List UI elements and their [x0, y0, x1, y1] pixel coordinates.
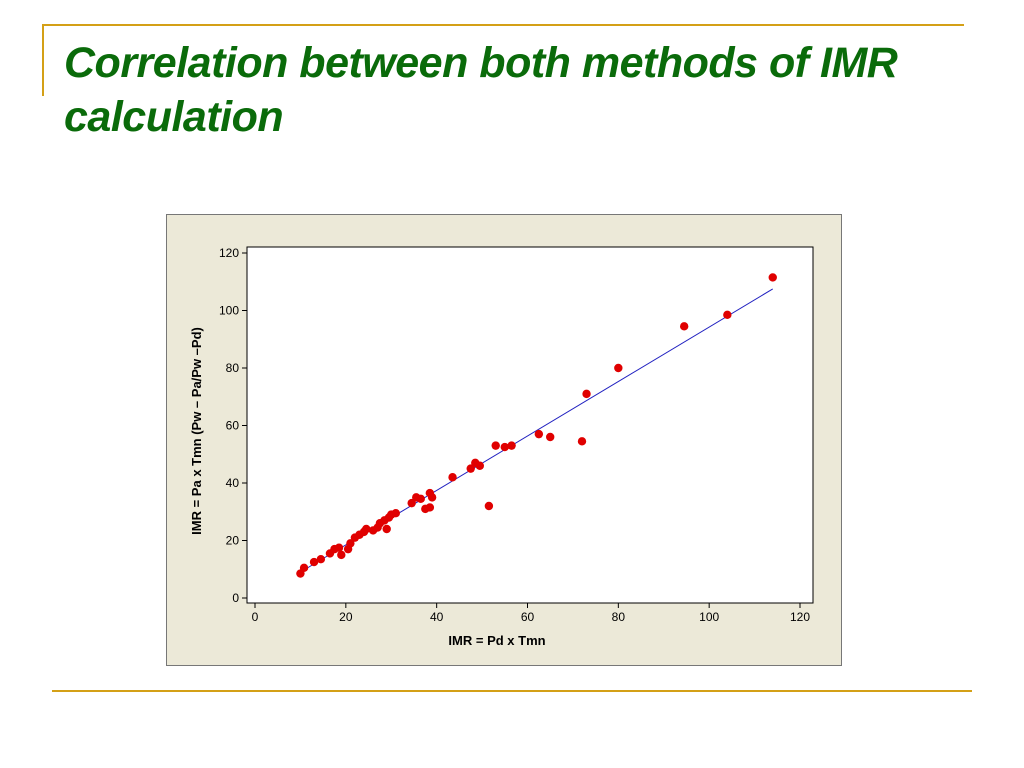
bottom-accent-line: [52, 690, 972, 692]
y-tick-label: 40: [226, 476, 240, 490]
data-point: [507, 441, 516, 450]
top-accent-line: [42, 24, 964, 26]
x-tick-label: 120: [790, 610, 810, 624]
data-point: [427, 493, 437, 502]
data-point: [546, 432, 555, 442]
y-tick-label: 100: [219, 304, 239, 318]
x-axis-ticks: 0 20 40 60 80 100 120: [252, 603, 810, 624]
data-point: [407, 498, 416, 508]
scatter-chart: 0 20 40 60 80 100 120 0 20 40 60 80 100 120 IMR = Pd…: [189, 246, 814, 648]
data-point: [614, 363, 623, 373]
data-point: [500, 442, 509, 452]
data-point: [491, 441, 500, 450]
y-tick-label: 0: [232, 591, 239, 605]
data-point: [316, 554, 326, 564]
data-point: [466, 464, 475, 473]
plot-area: [246, 246, 814, 604]
data-point: [484, 501, 494, 511]
scatter-chart-frame: 0 20 40 60 80 100 120 0 20 40 60 80 100 120 IMR = Pd…: [166, 214, 842, 666]
x-tick-label: 20: [339, 610, 353, 624]
data-point: [475, 461, 485, 470]
data-point: [577, 437, 587, 446]
x-tick-label: 60: [521, 610, 535, 624]
y-tick-label: 120: [219, 246, 239, 260]
x-tick-label: 40: [430, 610, 444, 624]
data-point: [679, 322, 689, 331]
data-point: [334, 543, 344, 552]
data-point: [337, 550, 346, 560]
y-axis-label: IMR = Pa x Tmn (Pw – Pa/Pw –Pd): [189, 327, 204, 535]
data-point: [416, 494, 425, 504]
y-tick-label: 20: [226, 534, 240, 548]
data-point: [382, 524, 391, 534]
data-point: [768, 273, 777, 282]
data-point: [723, 310, 732, 320]
data-point: [582, 389, 591, 399]
x-axis-label: IMR = Pd x Tmn: [448, 633, 545, 648]
data-point: [425, 503, 435, 512]
data-point: [346, 539, 355, 548]
y-tick-label: 80: [226, 361, 240, 375]
data-point: [299, 563, 309, 573]
data-points: [296, 273, 777, 578]
y-tick-label: 60: [226, 419, 240, 433]
x-tick-label: 80: [612, 610, 626, 624]
left-accent-line: [42, 24, 44, 96]
data-point: [534, 429, 544, 439]
slide-title: Correlation between both methods of IMR …: [64, 39, 898, 141]
data-point: [391, 508, 400, 518]
x-tick-label: 100: [699, 610, 719, 624]
data-point: [309, 557, 319, 567]
data-point: [448, 473, 457, 482]
x-tick-label: 0: [252, 610, 259, 624]
data-point: [362, 524, 371, 534]
y-axis-ticks: 0 20 40 60 80 100 120: [219, 246, 247, 605]
